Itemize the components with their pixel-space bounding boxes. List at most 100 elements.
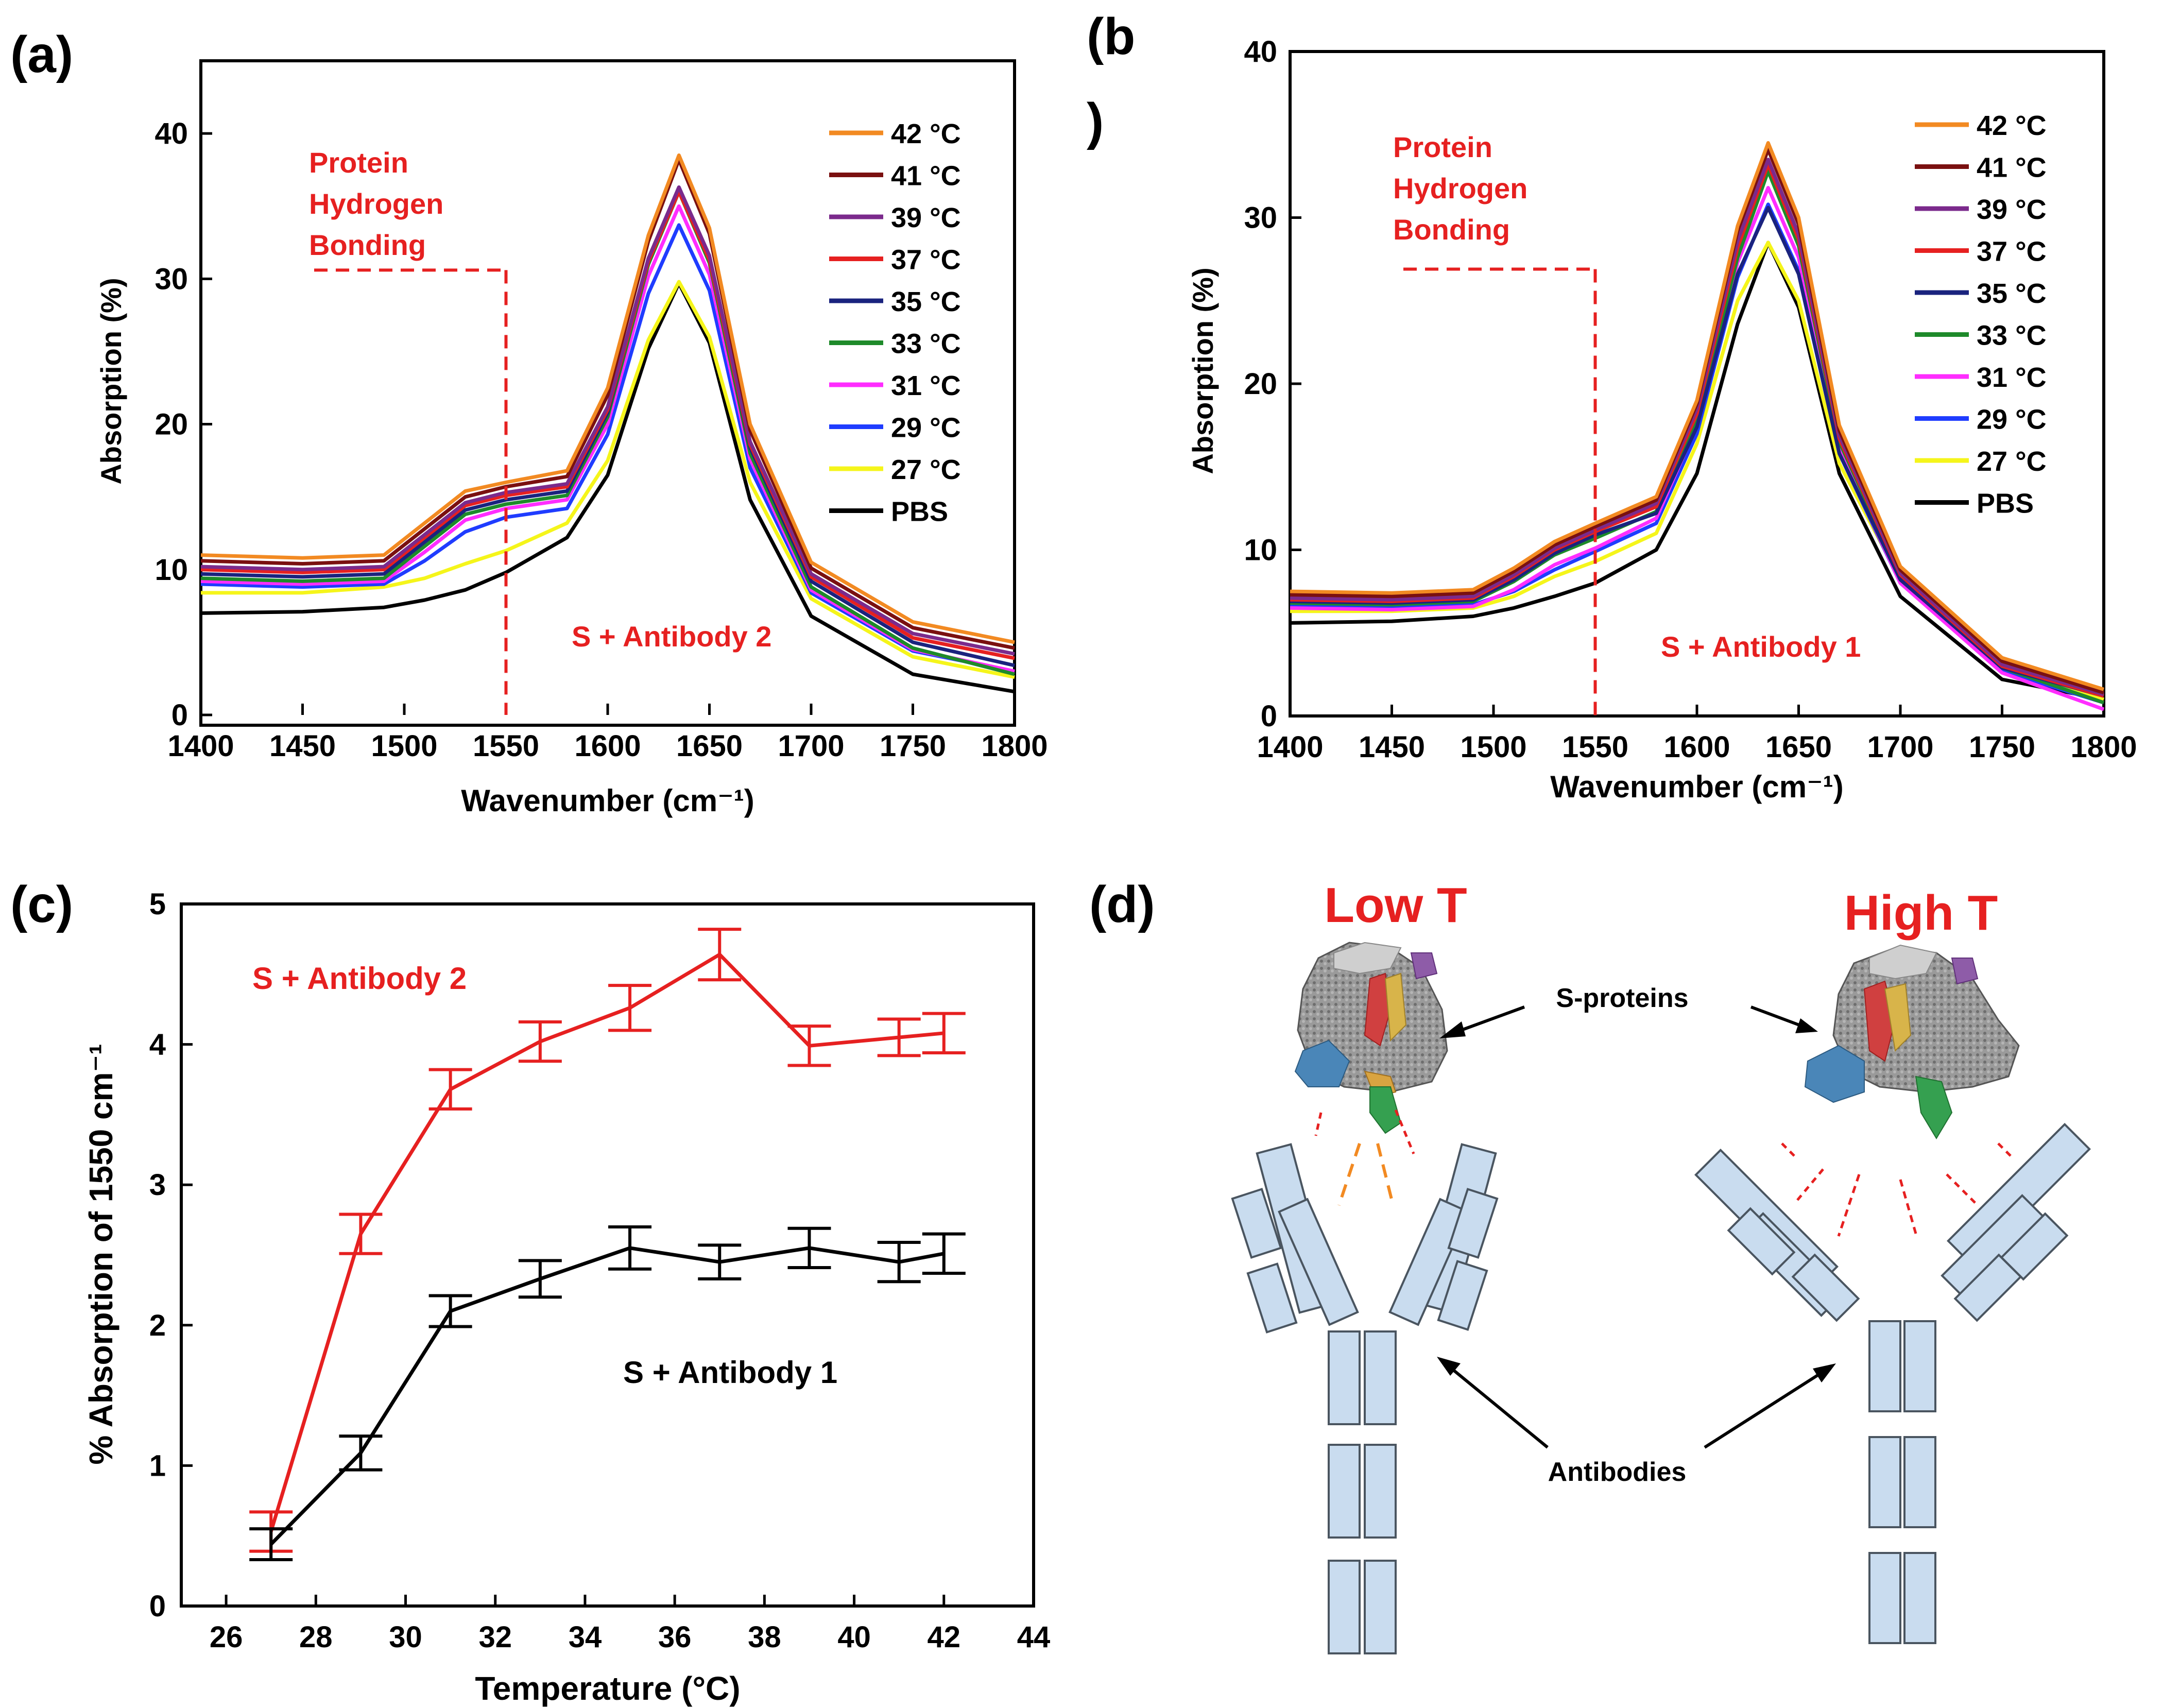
panel-c-xlabel: Temperature (°C) [475,1670,740,1707]
legend-label: 35 °C [1977,278,2047,309]
legend-label: 37 °C [891,245,961,276]
panel-b-xtick-label: 1700 [1867,730,1933,764]
low-t-binding-red-2 [1394,1109,1415,1154]
panel-c-ytick-label: 0 [149,1590,166,1623]
legend-label: 35 °C [891,286,961,317]
panel-c-xtick-label: 38 [748,1620,781,1654]
panel-c-label: (c) [10,876,73,933]
antibodies-label: Antibodies [1548,1457,1687,1487]
legend-label: 29 °C [891,413,961,443]
panel-c-xtick-label: 30 [389,1620,422,1654]
panel-a-xtick-label: 1800 [981,729,1048,763]
panel-d-label: (d) [1089,876,1155,933]
panel-c-xtick-label: 34 [569,1620,602,1654]
low-t-label: Low T [1324,878,1467,933]
legend-label: 31 °C [1977,362,2047,393]
panel-b-ylabel: Absorption (%) [1187,267,1219,474]
panel-a-series-line [200,185,1015,656]
panel-d-diagram: Low T High T S-proteins [1231,878,2091,1654]
panel-b-hbond-line2: Hydrogen [1393,172,1527,204]
panel-a-label: (a) [10,26,73,83]
high-t-binding-red-3 [1837,1174,1861,1237]
high-t-binding-red-1 [1781,1142,1798,1160]
legend-label: 41 °C [1977,152,2047,183]
panel-b-hbond-line1: Protein [1393,131,1492,163]
panel-a-xtick-label: 1450 [269,729,336,763]
panel-b-series-line [1290,141,2105,691]
high-t-binding-red-4 [1899,1179,1917,1234]
panel-a-series-line [200,190,1015,676]
panel-b-ytick-label: 20 [1244,367,1277,401]
panel-c-xtick-label: 40 [837,1620,871,1654]
antibody-arrowhead-left [1437,1357,1461,1376]
panel-b-ytick-label: 30 [1244,201,1277,235]
panel-a-series-line [200,158,1015,650]
panel-b-ytick-label: 10 [1244,534,1277,567]
panel-a-xlabel: Wavenumber (cm⁻¹) [461,783,754,818]
s-protein-low-t [1294,942,1448,1134]
panel-a-xtick-label: 1400 [167,729,234,763]
panel-a-series-line [201,280,1015,679]
panel-b-ytick-label: 0 [1261,699,1277,733]
panel-a-ytick-label: 0 [171,698,188,732]
s-protein-arrowhead-right [1795,1018,1818,1033]
panel-a-annotation: S + Antibody 2 [572,620,771,653]
low-t-binding-orange-1 [1337,1143,1361,1206]
panel-a-series-line [200,281,1015,694]
s-protein-high-t [1804,944,2020,1139]
panel-c-xtick-label: 28 [299,1620,333,1654]
panel-b-chart: 1400 1450 1500 1550 1600 1650 1700 1750 1800 0 10 2… [1187,35,2137,804]
panel-a-plot-frame [199,59,1016,727]
panel-b-xtick-label: 1600 [1663,730,1730,764]
panel-a-xtick-label: 1700 [778,729,844,763]
panel-a-hbond-line2: Hydrogen [309,187,443,220]
panel-b-ytick-label: 40 [1244,35,1277,69]
high-t-binding-red-6 [1997,1142,2012,1157]
panel-a-xtick-label: 1550 [473,729,539,763]
panel-a-hbond-line1: Protein [309,146,408,179]
legend-label: 31 °C [891,370,961,401]
panel-c-xtick-label: 36 [658,1620,692,1654]
panel-b-series-line [1290,241,2104,702]
panel-b-annotation: S + Antibody 1 [1661,630,1861,663]
s-proteins-label: S-proteins [1556,983,1688,1013]
panel-b-label: (b [1087,8,1135,65]
panel-a-ytick-label: 10 [154,553,188,587]
panel-b-label-paren: ) [1087,93,1104,150]
s-protein-arrowhead-left [1439,1021,1466,1038]
low-t-binding-red-1 [1314,1112,1323,1136]
panel-a-ytick-label: 40 [154,117,188,150]
panel-c-xtick-label: 26 [210,1620,243,1654]
antibody-high-t [1694,1122,2091,1644]
panel-b-series-line [1290,206,2104,698]
legend-label: PBS [891,497,948,527]
legend-label: 39 °C [1977,194,2047,225]
panel-c-series-label-antibody1: S + Antibody 1 [623,1355,837,1390]
panel-b-xtick-label: 1400 [1257,730,1323,764]
panel-c-xtick-label: 42 [928,1620,961,1654]
legend-label: 42 °C [1977,110,2047,141]
panel-b-xtick-label: 1650 [1765,730,1832,764]
panel-a-series-line [200,223,1015,673]
legend-label: 33 °C [1977,320,2047,351]
panel-b-xtick-label: 1800 [2070,730,2137,764]
high-t-binding-red-5 [1946,1173,1979,1206]
panel-b-xtick-label: 1450 [1359,730,1425,764]
antibody-arrow-right [1704,1369,1827,1449]
legend-label: 42 °C [891,118,961,149]
panel-c-series-label-antibody2: S + Antibody 2 [252,961,467,996]
legend-label: 27 °C [891,454,961,485]
legend-label: 37 °C [1977,236,2047,267]
panel-c-xtick-label: 32 [478,1620,512,1654]
panel-c-ytick-label: 5 [149,887,166,921]
panel-a-series-line [200,153,1015,644]
panel-b-xtick-label: 1550 [1562,730,1628,764]
panel-a-ytick-label: 30 [154,262,188,296]
panel-a-chart: 1400 1450 1500 1550 1600 1650 1700 1750 1800 0 10 2… [95,59,1048,818]
legend-label: 41 °C [891,161,961,192]
panel-a-ylabel: Absorption (%) [95,278,127,484]
antibody-low-t [1231,1143,1499,1654]
panel-a-xtick-label: 1650 [676,729,743,763]
panel-b-xtick-label: 1500 [1460,730,1526,764]
